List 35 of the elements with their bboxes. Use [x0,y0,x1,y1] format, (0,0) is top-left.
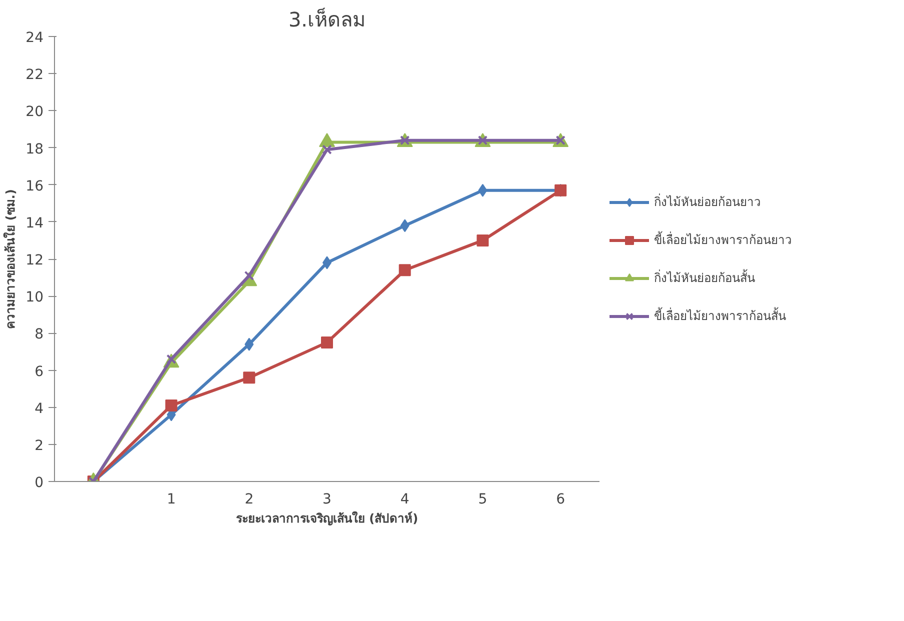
legend-label: กิ่งไม้หันย่อยก้อนยาว [654,192,761,211]
y-tick-label: 10 [26,290,44,306]
legend-label: กิ่งไม้หันย่อยก้อนสั้น [654,268,755,287]
y-tick-label: 0 [34,475,44,491]
x-tick-label: 1 [166,492,176,508]
y-tick-label: 14 [26,215,44,232]
x-tick-label: 6 [556,492,566,508]
y-tick-label: 24 [26,30,44,46]
x-tick-label: 5 [478,492,488,508]
point [321,336,333,348]
y-tick-label: 6 [34,364,44,380]
x-tick-label: 4 [400,492,410,508]
x-tick-label: 2 [244,492,254,508]
point [478,184,488,197]
y-tick-label: 2 [34,438,44,454]
y-tick-label: 16 [26,178,44,194]
legend-label: ขี้เลื่อยไม้ยางพาราก้อนสั้น [654,306,786,325]
y-tick-label: 12 [26,252,44,268]
point [400,219,410,232]
point [322,144,332,154]
y-axis-title: ความยาวของเส้นใย (ซม.) [2,189,18,329]
point [244,338,254,351]
y-tick-label: 8 [34,326,44,343]
point [243,372,256,384]
point [165,399,178,412]
y-tick-label: 18 [26,141,44,158]
y-tick-label: 22 [26,67,44,84]
point [398,264,411,276]
y-tick-label: 20 [26,104,44,120]
chart-title: 3.เห็ดลม [288,6,366,32]
legend-label: ขี้เลื่อยไม้ยางพาราก้อนยาว [654,230,792,249]
x-tick-label: 3 [322,492,332,508]
x-axis-title: ระยะเวลาการเจริญเส้นใย (สัปดาห์) [236,510,418,526]
point [476,234,489,246]
y-tick-label: 4 [34,400,44,417]
